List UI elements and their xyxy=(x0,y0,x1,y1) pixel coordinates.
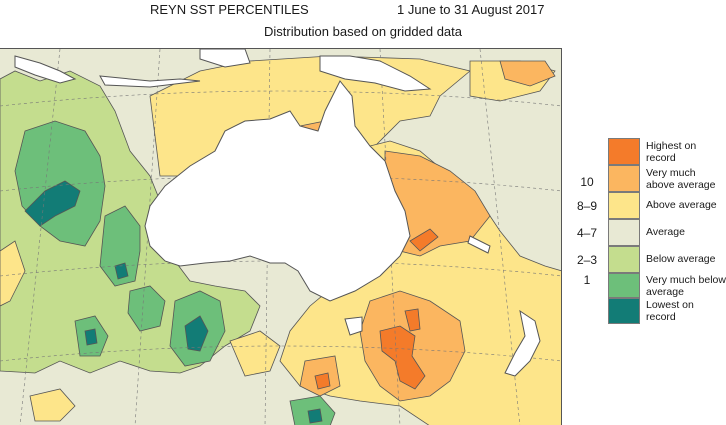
region-vmba-west-2 xyxy=(99,205,141,287)
new-caledonia-landmass xyxy=(467,235,491,254)
region-highest-2 xyxy=(404,308,421,332)
legend-swatch-lowest xyxy=(608,298,640,324)
legend-swatch-above xyxy=(608,192,640,219)
region-above-average-sw2 xyxy=(29,388,76,422)
tasmania-landmass xyxy=(344,316,363,336)
legend-label: Very much above average xyxy=(646,167,716,191)
legend-code: 1 xyxy=(583,273,591,287)
legend-swatch-highest xyxy=(608,138,640,165)
region-vmba-west-3 xyxy=(127,285,166,332)
sst-percentile-map xyxy=(0,48,562,425)
legend-label: Below average xyxy=(646,253,716,265)
legend-label: Lowest on record xyxy=(646,299,694,323)
new-zealand-landmass xyxy=(504,309,541,377)
legend-code: 4–7 xyxy=(576,226,598,240)
map-title: REYN SST PERCENTILES xyxy=(150,2,309,17)
legend-code: 2–3 xyxy=(576,253,598,267)
new-guinea-landmass xyxy=(319,55,432,92)
region-highest-1 xyxy=(379,325,426,390)
legend-code: 8–9 xyxy=(576,199,598,213)
map-subtitle: Distribution based on gridded data xyxy=(263,24,463,39)
region-above-average-sw xyxy=(0,240,26,307)
region-highest-4 xyxy=(314,372,331,390)
region-lowest-5 xyxy=(307,408,323,424)
region-lowest-1 xyxy=(24,180,81,227)
region-lowest-2 xyxy=(114,262,129,280)
legend-swatch-vmaa xyxy=(608,165,640,192)
region-highest-3 xyxy=(409,228,439,252)
australia-landmass xyxy=(144,80,411,302)
legend-swatch-average xyxy=(608,219,640,246)
legend-swatch-below xyxy=(608,246,640,273)
title-line: REYN SST PERCENTILES 1 June to 31 August… xyxy=(0,2,726,20)
region-vmaa-ne xyxy=(499,60,556,87)
legend-label: Highest on record xyxy=(646,140,697,164)
indonesia-islands xyxy=(14,49,251,88)
legend-swatch-vmba xyxy=(608,273,640,298)
legend-label: Above average xyxy=(646,199,717,211)
region-above-average-s xyxy=(229,330,281,377)
legend-label: Average xyxy=(646,226,685,238)
map-period: 1 June to 31 August 2017 xyxy=(397,2,545,17)
legend-code: 10 xyxy=(580,175,594,189)
legend-label: Very much below average xyxy=(646,274,726,298)
legend: Highest on record 10 Very much above ave… xyxy=(570,138,726,324)
region-lowest-3 xyxy=(184,315,209,352)
region-lowest-4 xyxy=(84,328,98,346)
